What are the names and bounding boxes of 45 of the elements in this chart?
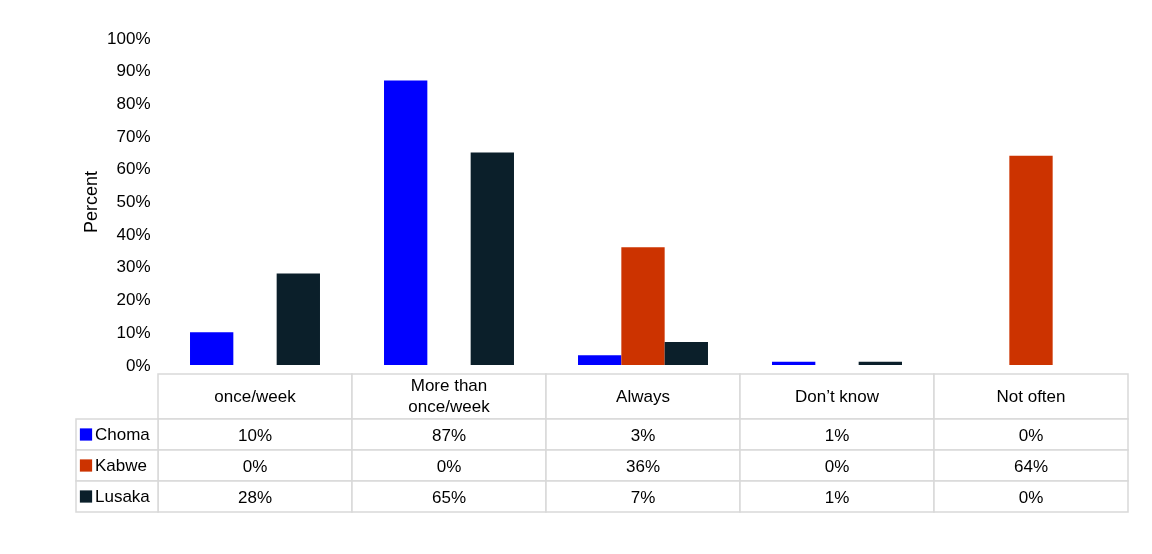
x-tick-label: Don’t know — [794, 386, 880, 406]
data-label: 10% — [237, 425, 273, 445]
legend-label: Kabwe — [95, 455, 147, 475]
data-label: 0% — [1018, 487, 1044, 507]
data-label: 1% — [824, 487, 850, 507]
data-label: 64% — [1013, 456, 1049, 476]
bar — [276, 273, 320, 365]
bar — [190, 332, 234, 365]
data-label: 0% — [824, 456, 850, 476]
y-tick-label: 100% — [107, 28, 151, 48]
y-tick-label: 60% — [116, 159, 151, 179]
legend-label: Lusaka — [95, 486, 151, 506]
y-tick-label: 0% — [125, 355, 151, 375]
data-label: 87% — [431, 425, 467, 445]
bar — [1009, 155, 1053, 365]
data-label: 28% — [237, 487, 273, 507]
x-tick-label: once/week — [214, 386, 297, 406]
x-tick-label: Always — [616, 386, 670, 406]
y-tick-label: 50% — [116, 192, 151, 211]
bar — [772, 361, 816, 365]
bar — [470, 152, 514, 365]
y-tick-label: 80% — [116, 93, 151, 113]
y-tick-label: 30% — [116, 257, 151, 277]
y-axis-title: Percent — [81, 170, 102, 234]
bar — [858, 361, 902, 365]
y-tick-label: 10% — [116, 322, 151, 342]
legend-label: Choma — [95, 424, 151, 444]
data-label: 1% — [824, 425, 850, 445]
data-label: 7% — [630, 487, 656, 507]
data-label: 0% — [242, 456, 268, 476]
x-tick-label: Not often — [996, 386, 1066, 406]
data-label: 3% — [630, 425, 656, 445]
data-label: 0% — [1018, 425, 1044, 445]
data-label: 65% — [431, 487, 467, 507]
bar — [384, 80, 428, 365]
y-tick-label: 70% — [116, 126, 151, 146]
data-label: 0% — [436, 456, 462, 476]
y-tick-label: 20% — [116, 290, 151, 310]
bar — [578, 355, 622, 365]
x-tick-label: More than once/week — [408, 376, 491, 416]
bar — [664, 342, 708, 365]
y-tick-label: 40% — [116, 224, 151, 244]
bar — [621, 247, 665, 365]
y-tick-label: 90% — [116, 61, 151, 81]
data-label: 36% — [625, 456, 661, 476]
